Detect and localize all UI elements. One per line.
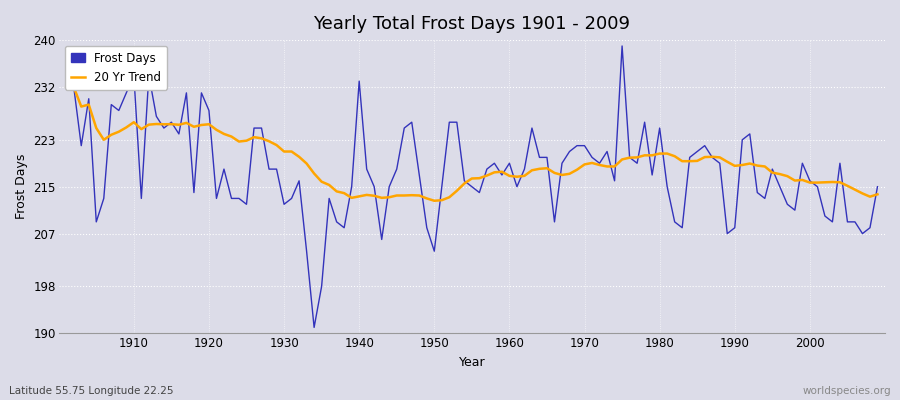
Frost Days (616, 44, 627, 48)
20 Yr Trend (429, 198, 440, 203)
Frost Days (286, 196, 297, 201)
Y-axis label: Frost Days: Frost Days (15, 154, 28, 219)
Frost Days (121, 90, 131, 95)
Text: worldspecies.org: worldspecies.org (803, 386, 891, 396)
Legend: Frost Days, 20 Yr Trend: Frost Days, 20 Yr Trend (65, 46, 167, 90)
Frost Days (61, 85, 72, 90)
20 Yr Trend (872, 192, 883, 197)
Frost Days (338, 225, 349, 230)
Frost Days (511, 184, 522, 189)
20 Yr Trend (511, 174, 522, 179)
Title: Yearly Total Frost Days 1901 - 2009: Yearly Total Frost Days 1901 - 2009 (313, 15, 630, 33)
Text: Latitude 55.75 Longitude 22.25: Latitude 55.75 Longitude 22.25 (9, 386, 174, 396)
Frost Days (872, 184, 883, 189)
20 Yr Trend (504, 174, 515, 178)
Line: 20 Yr Trend: 20 Yr Trend (67, 87, 878, 201)
20 Yr Trend (61, 85, 72, 90)
Frost Days (309, 325, 320, 330)
Line: Frost Days: Frost Days (67, 46, 878, 328)
20 Yr Trend (602, 164, 613, 169)
20 Yr Trend (121, 125, 131, 130)
X-axis label: Year: Year (458, 356, 485, 369)
20 Yr Trend (286, 149, 297, 154)
20 Yr Trend (331, 189, 342, 194)
Frost Days (504, 161, 515, 166)
Frost Days (602, 149, 613, 154)
